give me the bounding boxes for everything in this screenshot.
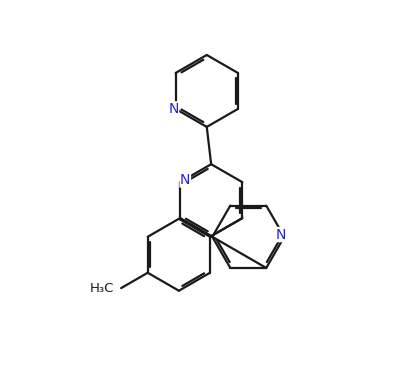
Text: N: N: [276, 228, 286, 242]
Text: N: N: [168, 102, 179, 116]
Text: H₃C: H₃C: [90, 282, 114, 295]
Text: N: N: [180, 173, 190, 187]
